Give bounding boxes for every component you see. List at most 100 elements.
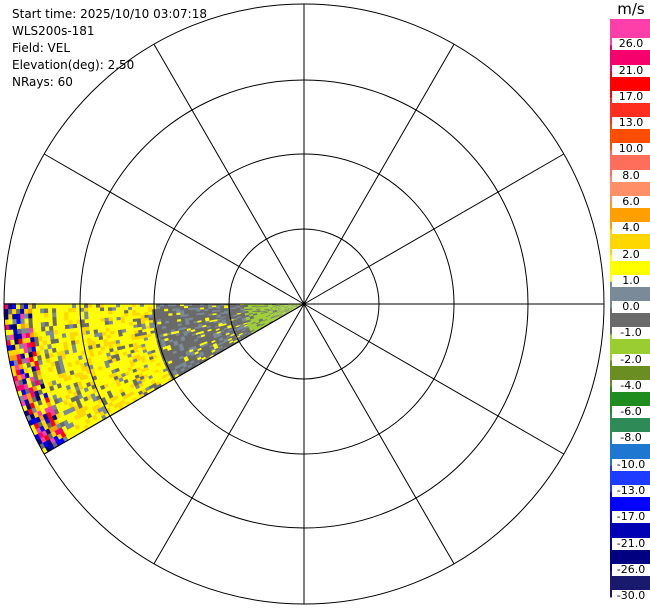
sector-cell — [247, 323, 253, 327]
sector-cell — [184, 350, 190, 355]
sector-cell — [134, 335, 140, 340]
sector-cell — [25, 336, 31, 344]
sector-cell — [295, 304, 301, 306]
sector-cell — [93, 351, 99, 357]
sector-cell — [55, 311, 61, 317]
sector-cell — [62, 375, 69, 382]
sector-cell — [8, 328, 14, 335]
sector-cell — [255, 321, 260, 325]
sector-cell — [224, 331, 230, 335]
sector-cell — [45, 334, 51, 341]
sector-cell — [148, 316, 153, 321]
sector-cell — [241, 329, 246, 333]
sector-cell — [106, 334, 111, 339]
sector-cell — [134, 332, 140, 337]
sector-cell — [181, 361, 187, 366]
sector-cell — [263, 320, 269, 324]
sector-cell — [210, 327, 216, 331]
sector-cell — [180, 318, 186, 322]
sector-cell — [285, 310, 290, 313]
sector-cell — [56, 320, 61, 326]
sector-cell — [3, 308, 9, 315]
sector-cell — [68, 352, 75, 359]
sector-cell — [40, 353, 46, 360]
sector-cell — [30, 365, 37, 372]
sector-cell — [61, 358, 68, 365]
sector-cell — [50, 342, 56, 349]
sector-cell — [78, 338, 84, 344]
sector-cell — [52, 351, 58, 358]
sector-cell — [191, 354, 197, 359]
sector-cell — [160, 313, 165, 317]
sector-cell — [223, 309, 229, 311]
sector-cell — [201, 356, 207, 361]
sector-cell — [148, 314, 153, 318]
sector-cell — [207, 305, 213, 308]
sector-cell — [32, 326, 38, 333]
sector-cell — [71, 343, 77, 350]
sector-cell — [50, 338, 56, 345]
sector-cell — [139, 309, 145, 313]
sector-cell — [176, 350, 182, 356]
sector-cell — [233, 317, 238, 321]
sector-cell — [147, 311, 153, 315]
sector-cell — [140, 314, 145, 319]
sector-cell — [253, 314, 258, 317]
sector-cell — [68, 319, 73, 325]
sector-cell — [275, 306, 281, 308]
sector-cell — [88, 348, 94, 354]
sector-cell — [98, 338, 104, 344]
sector-cell — [60, 367, 66, 374]
sector-cell — [206, 349, 212, 354]
sector-cell — [239, 305, 245, 308]
sector-cell — [252, 325, 258, 329]
sector-cell — [291, 304, 297, 306]
sector-cell — [87, 314, 93, 320]
sector-cell — [240, 314, 246, 317]
sector-cell — [260, 310, 265, 312]
sector-cell — [103, 313, 109, 318]
sector-cell — [267, 318, 272, 322]
sector-cell — [226, 323, 231, 327]
sector-cell — [169, 324, 175, 328]
sector-cell — [238, 332, 243, 336]
sector-cell — [202, 339, 207, 343]
sector-cell — [199, 344, 205, 348]
sector-cell — [175, 308, 181, 311]
azimuth-spoke — [303, 303, 455, 565]
instrument-text: WLS200s-181 — [12, 24, 95, 38]
sector-cell — [292, 307, 297, 310]
sector-cell — [72, 323, 78, 329]
sector-cell — [94, 339, 100, 345]
sector-cell — [255, 322, 261, 326]
sector-cell — [230, 333, 235, 337]
sector-cell — [234, 322, 239, 326]
sector-cell — [269, 313, 274, 316]
sector-cell — [280, 310, 286, 312]
sector-cell — [107, 340, 113, 346]
sector-cell — [179, 305, 185, 309]
sector-cell — [203, 331, 209, 335]
sector-cell — [64, 319, 69, 325]
sector-cell — [291, 305, 297, 306]
sector-cell — [180, 359, 186, 364]
sector-cell — [223, 307, 229, 310]
sector-cell — [164, 315, 169, 319]
sector-cell — [231, 306, 237, 308]
sector-cell — [283, 305, 289, 307]
sector-cell — [296, 305, 301, 308]
sector-cell — [117, 332, 123, 337]
sector-cell — [60, 354, 67, 360]
sector-cell — [265, 315, 270, 318]
colorbar-tick-label: 8.0 — [612, 169, 650, 182]
sector-cell — [11, 303, 17, 310]
sector-cell — [62, 362, 69, 369]
sector-cell — [130, 333, 136, 338]
sector-cell — [283, 306, 289, 308]
sector-cell — [240, 326, 245, 330]
sector-cell — [192, 347, 198, 351]
sector-cell — [243, 306, 249, 309]
sector-cell — [168, 315, 173, 319]
sector-cell — [55, 303, 61, 309]
sector-cell — [243, 305, 249, 308]
